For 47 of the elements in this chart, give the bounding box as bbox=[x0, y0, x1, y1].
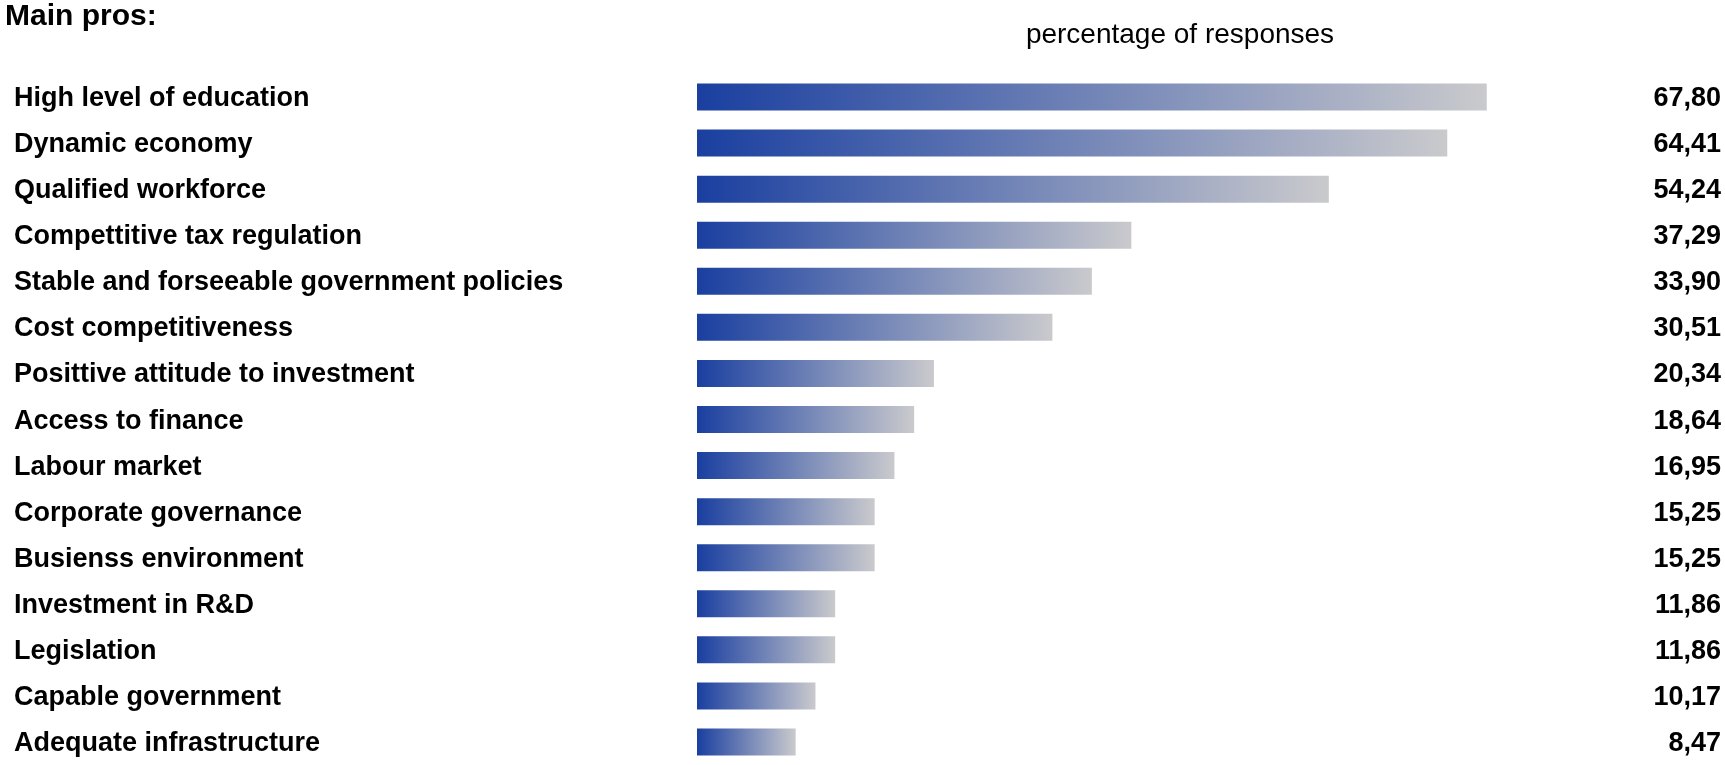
bar bbox=[697, 498, 875, 526]
data-label: 16,95 bbox=[1653, 450, 1721, 481]
data-label: 18,64 bbox=[1653, 404, 1721, 435]
y-tick-label: Dynamic economy bbox=[14, 128, 253, 159]
data-label: 30,51 bbox=[1653, 312, 1721, 343]
data-label: 15,25 bbox=[1653, 496, 1721, 527]
y-tick-label: High level of education bbox=[14, 82, 310, 113]
bar bbox=[697, 221, 1132, 249]
bar bbox=[697, 175, 1329, 203]
y-tick-label: Busienss environment bbox=[14, 542, 304, 573]
data-label: 10,17 bbox=[1653, 680, 1721, 711]
data-label: 33,90 bbox=[1653, 266, 1721, 297]
data-label: 67,80 bbox=[1653, 82, 1721, 113]
bar bbox=[697, 129, 1448, 157]
y-tick-label: Adequate infrastructure bbox=[14, 726, 321, 757]
y-tick-label: Labour market bbox=[14, 450, 202, 481]
bar bbox=[697, 406, 915, 433]
y-tick-label: Access to finance bbox=[14, 404, 244, 435]
bar bbox=[697, 728, 796, 756]
data-label: 54,24 bbox=[1653, 174, 1721, 205]
data-label: 37,29 bbox=[1653, 220, 1721, 251]
bar bbox=[697, 313, 1053, 341]
data-label: 11,86 bbox=[1654, 588, 1721, 619]
data-label: 64,41 bbox=[1653, 128, 1721, 159]
text: Main pros: bbox=[5, 0, 157, 31]
bar bbox=[697, 452, 895, 480]
y-tick-label: Capable government bbox=[14, 680, 282, 711]
bar bbox=[697, 359, 934, 387]
y-tick-label: Posittive attitude to investment bbox=[14, 358, 415, 389]
y-tick-label: Corporate governance bbox=[14, 496, 303, 527]
bar bbox=[697, 590, 836, 618]
bar bbox=[697, 267, 1092, 295]
y-tick-label: Legislation bbox=[14, 634, 157, 665]
bar bbox=[697, 83, 1487, 111]
data-label: 15,25 bbox=[1653, 542, 1721, 573]
y-tick-label: Cost competitiveness bbox=[14, 312, 294, 343]
data-label: 11,86 bbox=[1654, 634, 1721, 665]
bar bbox=[697, 636, 836, 664]
y-tick-label: Qualified workforce bbox=[14, 174, 267, 205]
y-tick-label: Compettitive tax regulation bbox=[14, 220, 363, 251]
y-tick-label: Stable and forseeable government policies bbox=[14, 266, 564, 297]
y-tick-label: Investment in R&D bbox=[14, 588, 255, 619]
data-label: 20,34 bbox=[1653, 358, 1721, 389]
chart-subtitle: percentage of responses bbox=[1025, 17, 1335, 49]
data-label: 8,47 bbox=[1668, 726, 1721, 757]
bar bbox=[697, 682, 816, 710]
bar bbox=[697, 544, 875, 572]
